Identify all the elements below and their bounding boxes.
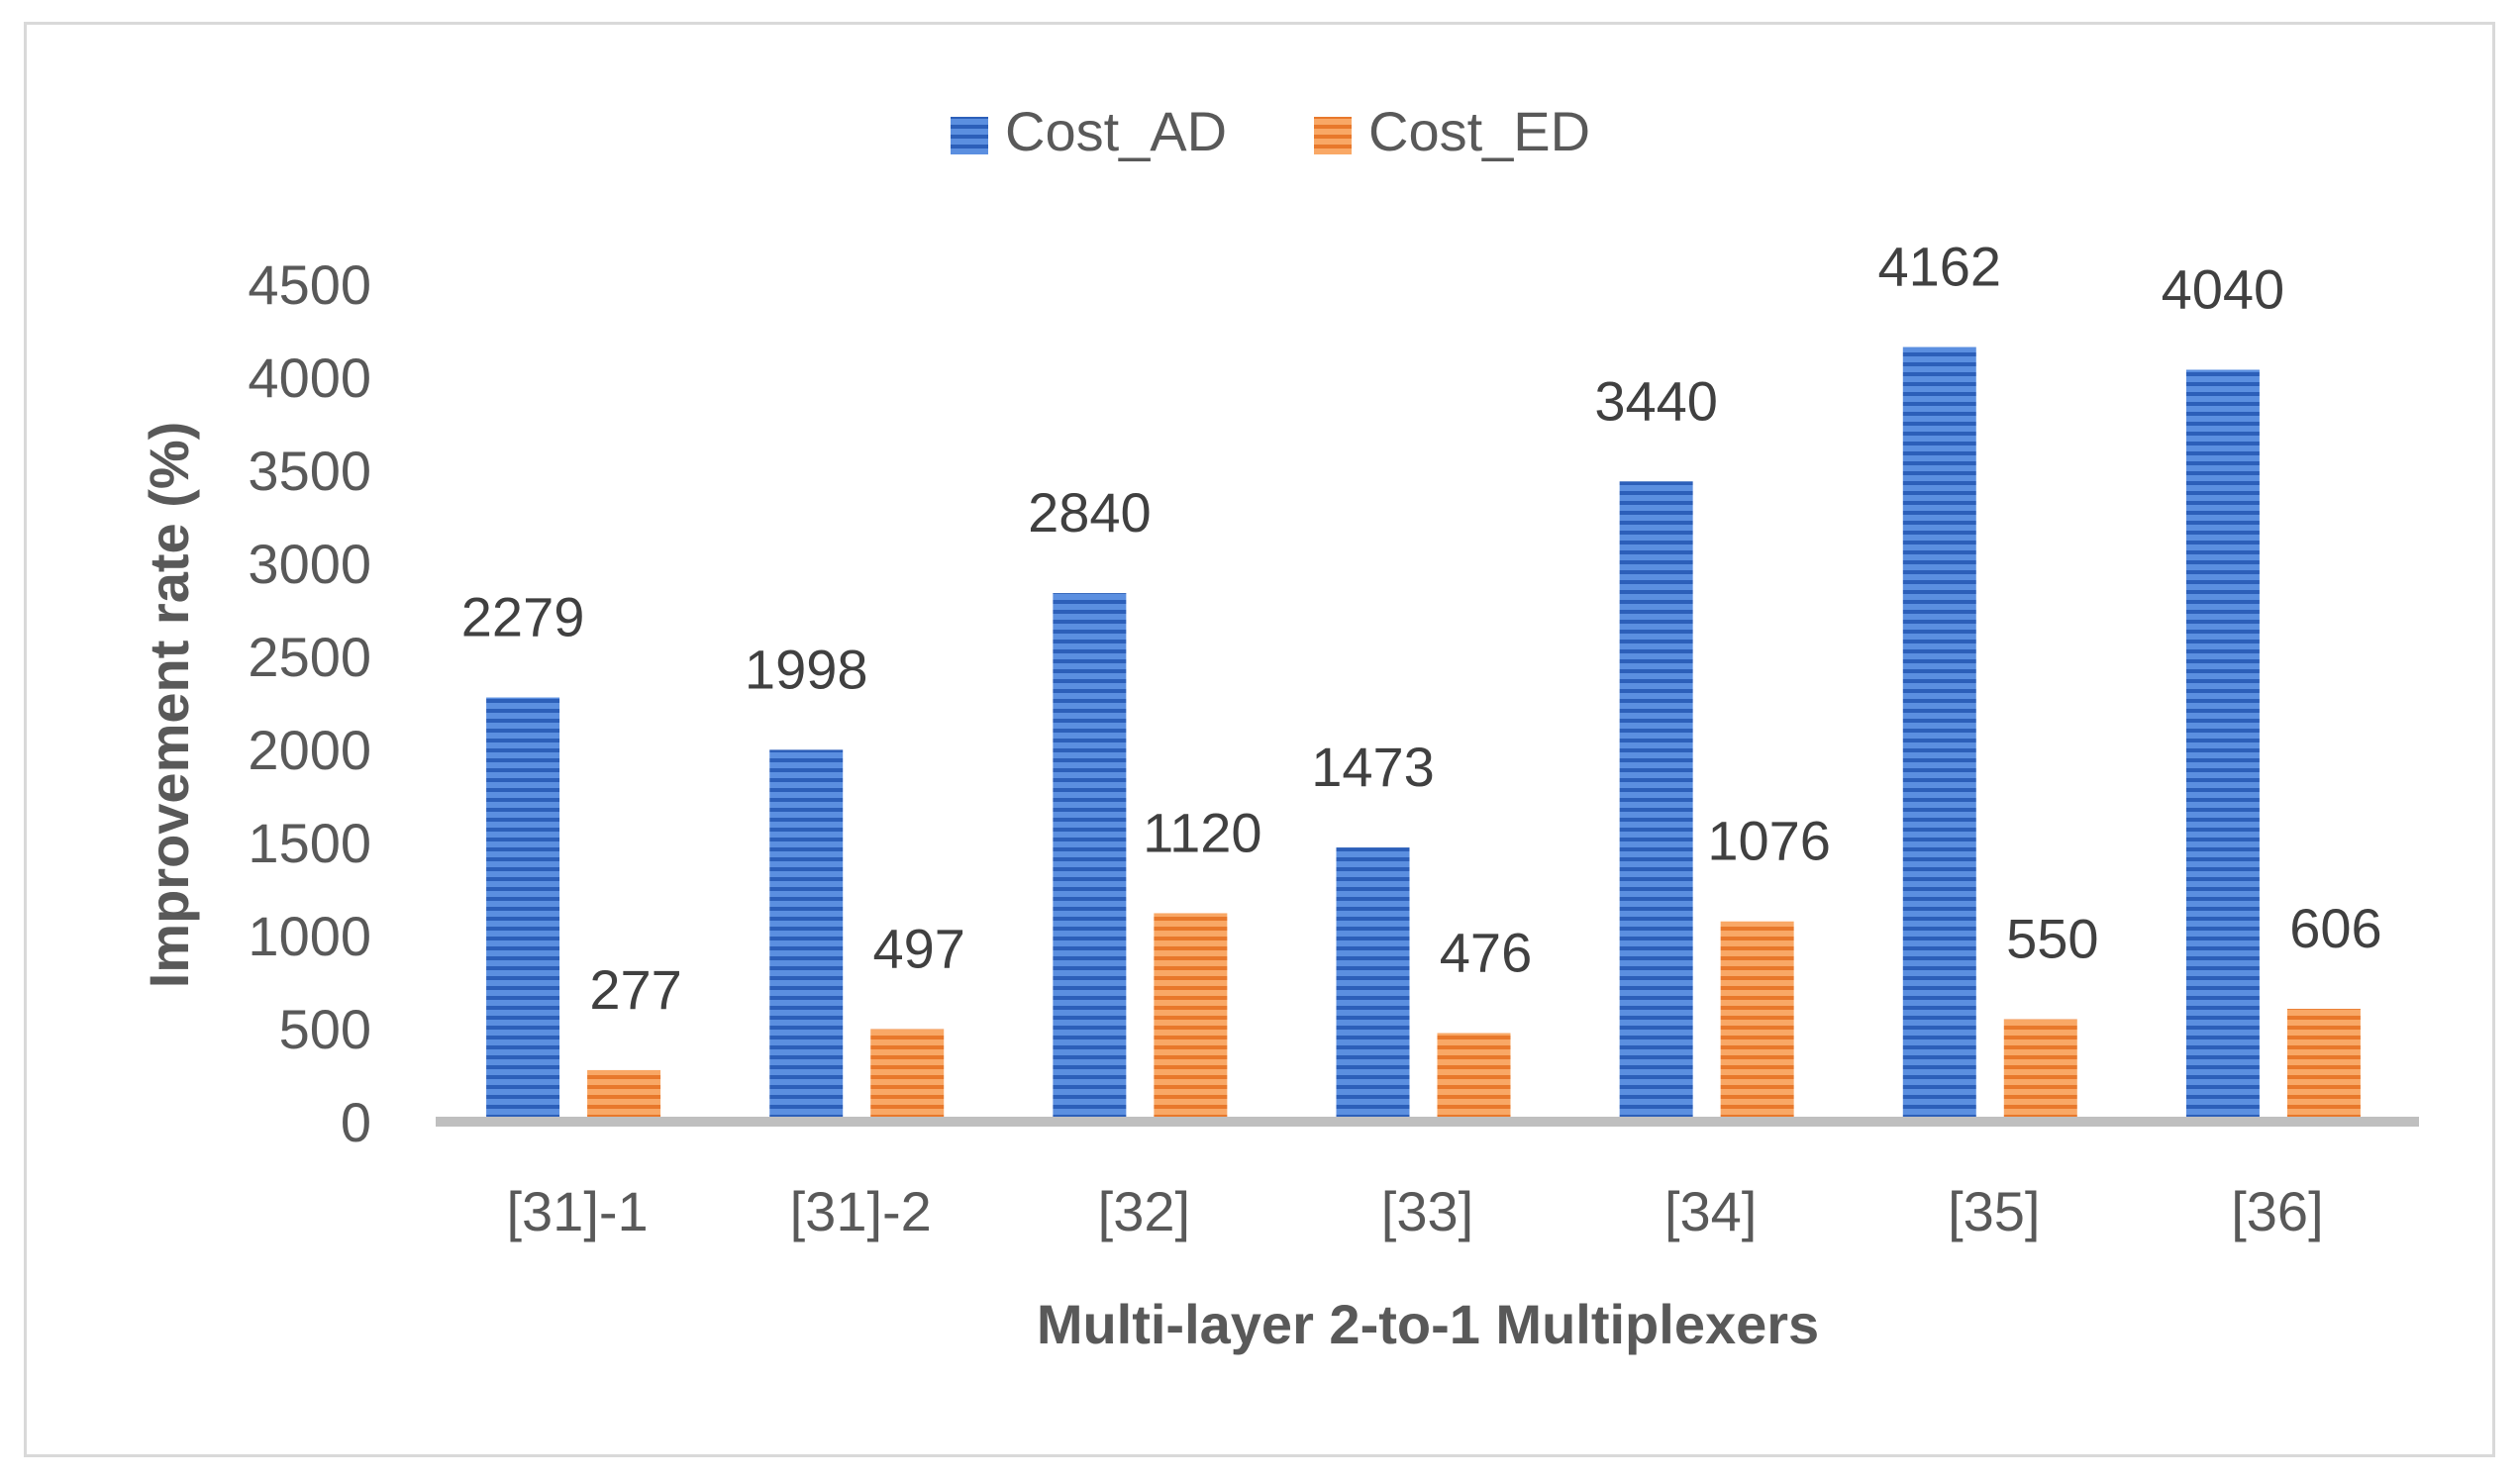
legend-swatch-cost-ed xyxy=(1314,117,1352,154)
bar-cost-ed-3[interactable] xyxy=(1154,913,1228,1122)
y-tick-label: 2000 xyxy=(248,719,371,781)
bar-cost-ad-3[interactable] xyxy=(1053,593,1127,1122)
legend-label-cost-ed: Cost_ED xyxy=(1368,100,1590,162)
bars xyxy=(486,346,2361,1123)
legend-swatch-cost-ad xyxy=(951,117,988,154)
legend-label-cost-ad: Cost_AD xyxy=(1005,100,1227,162)
y-tick-label: 0 xyxy=(341,1091,371,1153)
bar-cost-ed-7[interactable] xyxy=(2286,1009,2361,1122)
x-tick-label: [34] xyxy=(1664,1180,1757,1242)
data-label-cost-ed-4: 476 xyxy=(1440,922,1532,984)
bar-cost-ed-1[interactable] xyxy=(587,1069,661,1122)
y-tick-label: 4500 xyxy=(248,253,371,316)
data-label-cost-ed-3: 1120 xyxy=(1143,801,1261,863)
data-label-cost-ad-5: 3440 xyxy=(1594,369,1718,432)
data-label-cost-ed-7: 606 xyxy=(2289,897,2381,959)
bar-cost-ed-2[interactable] xyxy=(870,1029,945,1122)
x-tick-label: [35] xyxy=(1948,1180,2040,1242)
bar-cost-ad-4[interactable] xyxy=(1336,847,1410,1122)
y-tick-label: 3500 xyxy=(248,440,371,502)
bar-cost-ed-4[interactable] xyxy=(1437,1033,1511,1122)
x-tick-label: [33] xyxy=(1381,1180,1473,1242)
data-label-cost-ad-2: 1998 xyxy=(745,638,868,700)
bar-cost-ad-6[interactable] xyxy=(1902,346,1976,1122)
y-axis-title: Improvement rate (%) xyxy=(138,422,200,989)
x-tick-label: [32] xyxy=(1098,1180,1190,1242)
data-label-cost-ad-1: 2279 xyxy=(461,586,585,648)
bar-cost-ad-1[interactable] xyxy=(486,697,560,1122)
x-axis-title: Multi-layer 2-to-1 Multiplexers xyxy=(1037,1293,1819,1355)
x-axis-ticks: [31]-1 [31]-2 [32] [33] [34] [35] [36] xyxy=(506,1180,2323,1242)
x-tick-label: [31]-2 xyxy=(790,1180,932,1242)
y-axis-ticks: 0 500 1000 1500 2000 2500 3000 3500 4000 4500 xyxy=(248,253,371,1153)
x-tick-label: [36] xyxy=(2231,1180,2323,1242)
y-tick-label: 1000 xyxy=(248,905,371,967)
bar-cost-ad-5[interactable] xyxy=(1619,481,1693,1122)
bar-cost-ad-7[interactable] xyxy=(2185,369,2260,1123)
data-labels: 2279 277 1998 497 2840 1120 1473 476 3440 1076 416… xyxy=(461,236,2382,1021)
data-label-cost-ed-5: 1076 xyxy=(1707,810,1831,872)
x-axis-line xyxy=(436,1117,2419,1127)
y-tick-label: 2500 xyxy=(248,626,371,688)
data-label-cost-ad-6: 4162 xyxy=(1877,236,2001,298)
data-label-cost-ad-3: 2840 xyxy=(1028,481,1152,544)
y-tick-label: 500 xyxy=(279,998,371,1060)
x-tick-label: [31]-1 xyxy=(506,1180,648,1242)
bar-cost-ad-2[interactable] xyxy=(769,749,844,1122)
legend-item-cost-ed[interactable]: Cost_ED xyxy=(1314,100,1590,162)
y-tick-label: 1500 xyxy=(248,812,371,874)
data-label-cost-ed-1: 277 xyxy=(589,958,681,1021)
bar-cost-ed-5[interactable] xyxy=(1720,921,1794,1122)
y-tick-label: 3000 xyxy=(248,533,371,595)
legend: Cost_AD Cost_ED xyxy=(951,100,1590,162)
data-label-cost-ad-4: 1473 xyxy=(1311,736,1435,798)
data-label-cost-ed-2: 497 xyxy=(872,918,964,980)
data-label-cost-ad-7: 4040 xyxy=(2162,257,2285,320)
bar-cost-ed-6[interactable] xyxy=(2003,1019,2077,1122)
y-tick-label: 4000 xyxy=(248,346,371,409)
data-label-cost-ed-6: 550 xyxy=(2006,908,2098,970)
chart-frame xyxy=(24,22,2495,1457)
legend-item-cost-ad[interactable]: Cost_AD xyxy=(951,100,1227,162)
